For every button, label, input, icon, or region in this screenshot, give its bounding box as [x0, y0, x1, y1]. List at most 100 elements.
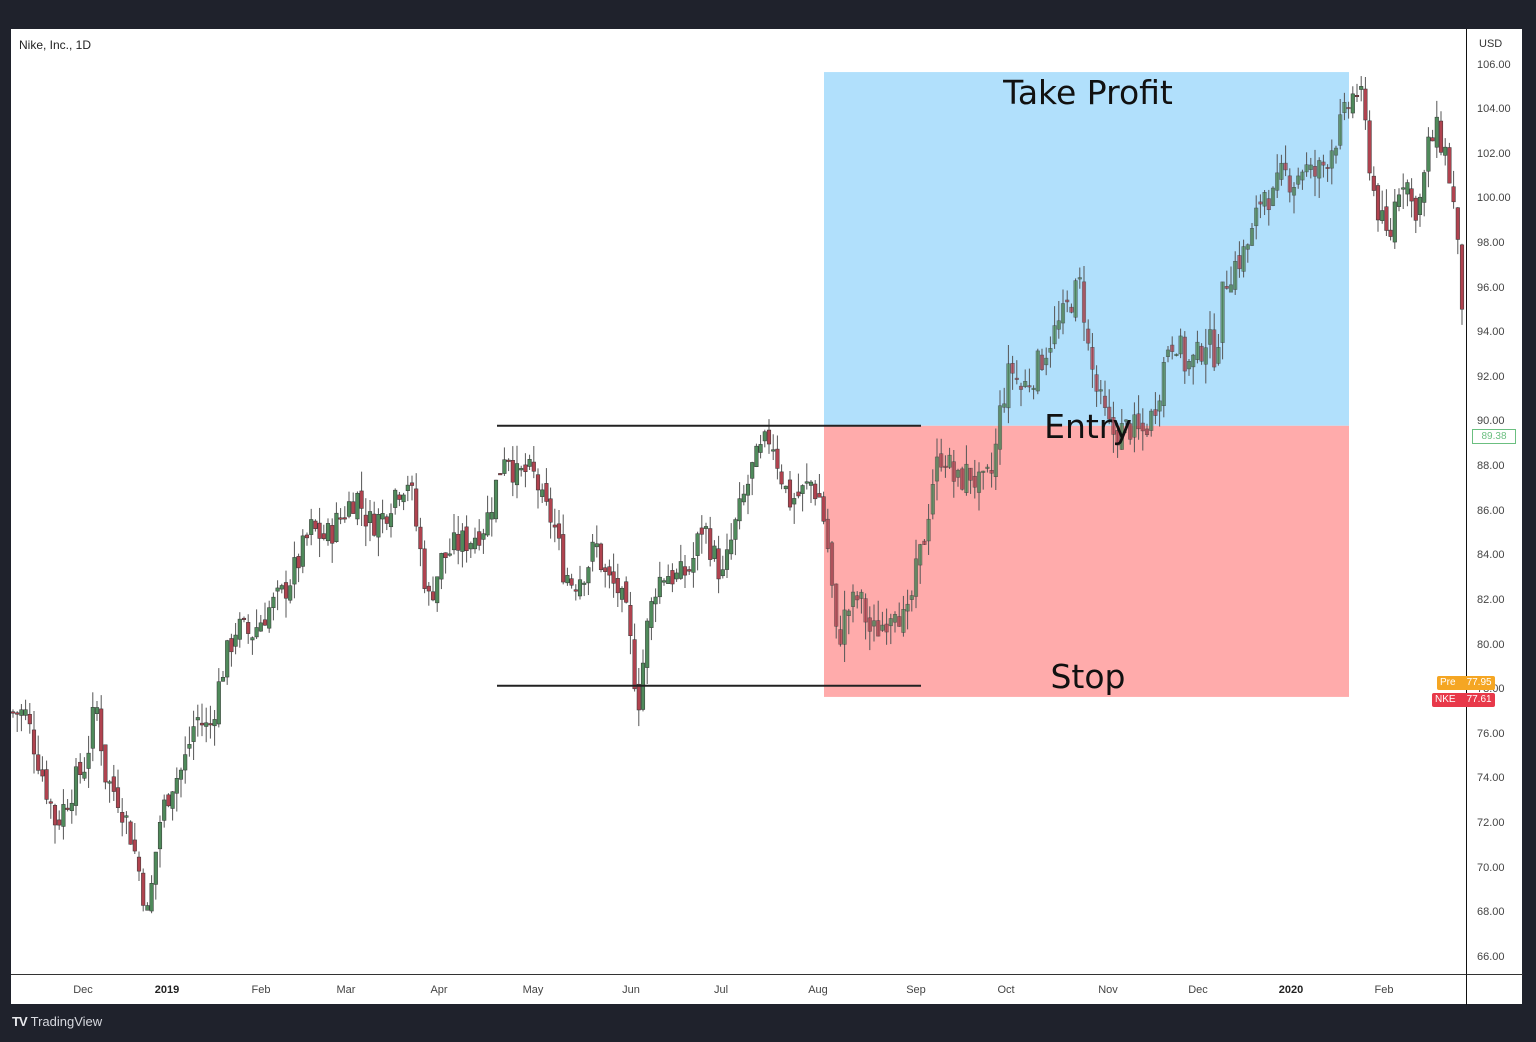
candle-up — [1174, 353, 1179, 356]
candle-up — [997, 405, 1003, 450]
candle-down — [136, 856, 142, 872]
candle-up — [212, 719, 217, 727]
candle-up — [288, 585, 293, 601]
candle-up — [934, 456, 940, 482]
candle-up — [913, 558, 919, 597]
candle-up — [502, 459, 507, 474]
candle-up — [850, 591, 856, 607]
candle-up — [481, 533, 486, 540]
candle-down — [603, 567, 608, 572]
candle-down — [414, 488, 419, 527]
candle-up — [90, 707, 95, 749]
candle-down — [598, 543, 604, 571]
candle-down — [825, 518, 830, 549]
candle-down — [556, 523, 562, 539]
candle-up — [1006, 363, 1011, 409]
candle-up — [909, 595, 914, 600]
candle-up — [1422, 172, 1427, 203]
candle-up — [73, 766, 79, 806]
candle-up — [582, 582, 587, 585]
candle-down — [208, 723, 213, 726]
candle-up — [1216, 347, 1221, 364]
tradingview-logo[interactable]: TV TradingView — [12, 1014, 102, 1029]
candle-up — [279, 585, 284, 590]
candle-up — [540, 489, 545, 497]
candle-down — [1371, 175, 1376, 191]
candle-up — [750, 462, 755, 479]
candle-down — [342, 517, 347, 520]
candle-up — [1380, 210, 1385, 221]
candle-up — [880, 624, 885, 631]
candle-down — [922, 540, 927, 545]
time-axis[interactable]: Dec 2019 Feb Mar Apr May Jun Jul Aug Sep Oct Nov Dec… — [11, 974, 1466, 1005]
time-tick: Apr — [430, 984, 448, 996]
candle-down — [78, 761, 83, 775]
candle-down — [111, 776, 116, 792]
stop-label: Stop — [1050, 657, 1126, 696]
candle-up — [1417, 196, 1423, 215]
candle-up — [955, 469, 961, 478]
candle-up — [993, 443, 998, 477]
candle-down — [1212, 329, 1217, 368]
candle-down — [561, 534, 566, 583]
candle-up — [1392, 201, 1397, 243]
candle-up — [930, 484, 935, 515]
candles-group — [11, 76, 1465, 914]
candle-up — [1279, 162, 1284, 180]
candle-down — [1459, 244, 1465, 310]
candle-down — [939, 453, 944, 468]
candle-down — [1107, 406, 1112, 420]
candle-up — [905, 603, 910, 612]
candle-up — [1149, 410, 1154, 431]
candle-down — [313, 520, 318, 529]
candle-down — [632, 639, 637, 690]
candle-up — [1186, 361, 1192, 370]
candle-up — [1031, 387, 1036, 390]
candle-up — [309, 519, 314, 535]
price-axis[interactable]: USD 106.00 104.00 102.00 100.00 98.00 96.00 94… — [1466, 29, 1523, 974]
price-tick: 82.00 — [1477, 593, 1505, 606]
candle-down — [796, 491, 801, 497]
candle-down — [787, 479, 793, 508]
candle-up — [926, 518, 931, 542]
candle-up — [1329, 150, 1334, 169]
candle-up — [695, 533, 700, 556]
candle-down — [1018, 385, 1024, 390]
candle-down — [821, 496, 826, 522]
candle-down — [1039, 354, 1045, 370]
candle-up — [376, 514, 381, 538]
candle-down — [15, 712, 20, 715]
candle-up — [720, 569, 725, 577]
chart-frame: Nike, Inc., 1D Take Profit Entry Stop US… — [11, 29, 1523, 1005]
candle-up — [1203, 347, 1208, 365]
take-profit-label: Take Profit — [1003, 73, 1173, 112]
candle-down — [1287, 175, 1292, 193]
candle-down — [304, 534, 310, 539]
candle-down — [36, 754, 41, 771]
candle-up — [1249, 228, 1255, 246]
take-profit-zone[interactable] — [824, 72, 1349, 426]
candle-down — [1312, 166, 1318, 177]
candle-up — [901, 609, 906, 633]
candle-up — [183, 754, 188, 771]
candle-down — [1388, 229, 1393, 237]
candle-up — [493, 479, 499, 520]
candle-down — [1153, 409, 1158, 416]
candle-down — [229, 638, 234, 653]
candle-up — [1338, 114, 1343, 146]
candle-up — [674, 572, 679, 580]
candle-down — [409, 482, 415, 486]
candle-up — [82, 771, 87, 779]
candle-down — [321, 533, 326, 539]
candle-up — [792, 498, 797, 505]
candle-down — [1182, 336, 1187, 372]
price-tick: 72.00 — [1477, 817, 1505, 830]
candle-up — [401, 494, 406, 503]
candlestick-chart[interactable] — [11, 29, 1466, 974]
candle-down — [464, 526, 469, 551]
candle-down — [813, 483, 818, 500]
stop-loss-zone[interactable] — [824, 425, 1349, 697]
candle-down — [1115, 430, 1120, 446]
candle-up — [1035, 350, 1040, 392]
price-tick: 104.00 — [1477, 103, 1511, 115]
